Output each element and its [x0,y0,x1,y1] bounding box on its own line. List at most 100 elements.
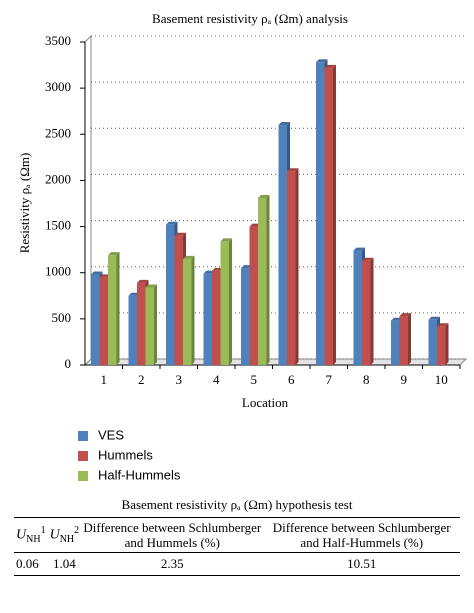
bar [145,287,154,365]
bar-top [399,313,411,317]
header-row: UNH1 UNH2 Difference between Schlumberger … [14,518,460,553]
y-tick-label: 0 [65,356,72,371]
table-title: Basement resistivity ρₐ (Ωm) hypothesis … [14,497,460,518]
bar-top [353,247,365,251]
bar-top [258,194,270,198]
x-tick-label: 9 [401,372,408,387]
bar [212,270,221,365]
bar [324,67,333,365]
bar-top [278,122,290,126]
table-cell: 2.35 [160,556,184,571]
back-wall [84,34,92,367]
bar [108,255,117,365]
y-tick-label: 3500 [45,33,71,48]
bar [391,320,400,365]
table-cell: 1.04 [52,556,76,571]
x-tick-label: 2 [138,372,145,387]
legend-swatch [78,431,88,441]
x-tick-label: 4 [213,372,220,387]
header-text: Difference between Schlumberger and Humm… [83,520,262,550]
bar [278,125,287,365]
bar-side [445,323,449,365]
bar-side [295,168,299,365]
y-axis-label: Resistivity ρₐ (Ωm) [17,153,32,254]
bar [258,197,267,365]
bar [203,273,212,365]
bar-top [166,221,178,225]
bar [166,224,175,365]
x-axis-label: Location [242,395,289,410]
bar [220,241,229,365]
bar-side [154,284,157,365]
bar-top [183,255,195,259]
bar [183,258,192,365]
bar [399,316,408,365]
bar-top [316,59,328,63]
y-tick-label: 500 [52,310,72,325]
y-tick-label: 1500 [45,218,71,233]
legend-swatch [78,451,88,461]
table-cell: 0.06 [16,556,39,571]
header-subscript: NH [26,533,41,545]
bar-side [408,313,411,365]
header-cell: UNH2 [48,518,82,553]
bar-top [220,238,232,242]
table-row: 0.06 1.04 2.35 10.51 [14,553,460,576]
x-tick-label: 10 [435,372,448,387]
table-body: 0.06 1.04 2.35 10.51 [14,553,460,576]
chart: Basement resistivity ρₐ (Ωm) analysis Re… [17,11,468,482]
legend-label: Half-Hummels [98,467,181,482]
bar [174,235,183,365]
table-cell: 10.51 [347,556,377,571]
header-text: Difference between Schlumberger and Half… [272,520,451,550]
bar [137,282,146,365]
bar-side [191,255,195,365]
bar [249,226,258,365]
bar [241,268,250,365]
bar-side [116,252,120,365]
x-tick-label: 8 [363,372,370,387]
hypothesis-table: Basement resistivity ρₐ (Ωm) hypothesis … [14,497,460,576]
bar [428,319,437,365]
bar [353,250,362,365]
y-tick-label: 2500 [45,125,71,140]
legend-label: Hummels [98,447,153,462]
bar-side [370,257,374,365]
y-tick-label: 1000 [45,264,71,279]
bar-top [362,257,374,261]
y-tick-label: 2000 [45,171,71,186]
header-cell: Difference between Schlumberger and Half… [263,518,460,553]
bar [437,326,446,365]
legend-swatch [78,471,88,481]
header-cell: UNH1 [14,518,48,553]
x-tick-label: 1 [101,372,108,387]
header-superscript: 2 [74,525,80,537]
header-cell: Difference between Schlumberger and Humm… [81,518,263,553]
bar [91,274,100,365]
bar-top [287,168,299,172]
bar [287,171,296,365]
bar-top [91,271,103,275]
x-tick-label: 6 [288,372,295,387]
header-superscript: 1 [40,525,46,537]
x-tick-label: 5 [251,372,258,387]
y-tick-label: 3000 [45,79,71,94]
bar [128,295,137,365]
legend-label: VES [98,427,124,442]
header-subscript: NH [59,533,75,545]
bar-side [229,238,232,365]
bar-top [324,64,336,68]
bar-top [174,232,186,236]
bar-top [137,279,149,283]
bar-top [428,316,440,320]
bar-top [108,252,120,256]
bar-top [437,323,449,327]
bar-side [333,64,336,365]
bar-side [266,194,270,365]
header-symbol: U [49,527,60,543]
x-tick-label: 7 [326,372,333,387]
bar [362,260,371,365]
chart-title: Basement resistivity ρₐ (Ωm) analysis [152,11,348,26]
bar [316,62,325,365]
